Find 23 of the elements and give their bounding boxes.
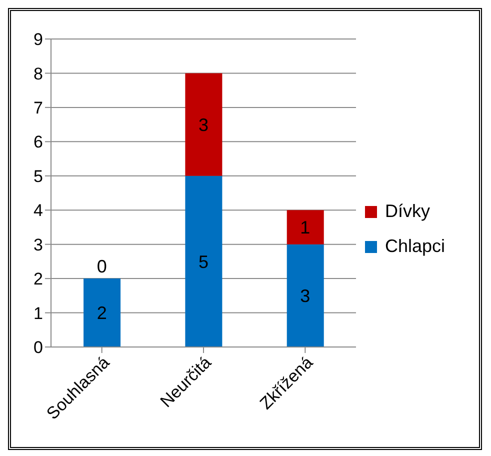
data-label: 3: [198, 114, 209, 135]
y-tick-label: 8: [34, 64, 43, 84]
legend-label: Dívky: [385, 201, 430, 222]
y-tick-label: 1: [34, 304, 43, 323]
data-label: 1: [300, 218, 310, 238]
bar: [286, 244, 324, 347]
y-tick-label: 3: [34, 235, 43, 254]
data-label: 5: [198, 252, 209, 272]
y-tick-label: 7: [34, 98, 43, 118]
bar: [84, 278, 121, 347]
y-tick-label: 9: [34, 30, 43, 50]
data-label: 3: [300, 286, 310, 306]
y-tick-label: 5: [34, 166, 43, 186]
y-tick-label: 0: [34, 338, 43, 358]
bar: [185, 176, 222, 347]
y-tick-label: 2: [34, 270, 43, 289]
legend-label: Chlapci: [385, 236, 446, 257]
data-label: 2: [96, 303, 107, 324]
y-tick-label: 6: [34, 132, 43, 152]
bar: [286, 210, 324, 244]
y-tick-label: 4: [34, 201, 43, 220]
bar: [185, 73, 222, 176]
data-label: 0: [96, 256, 107, 277]
